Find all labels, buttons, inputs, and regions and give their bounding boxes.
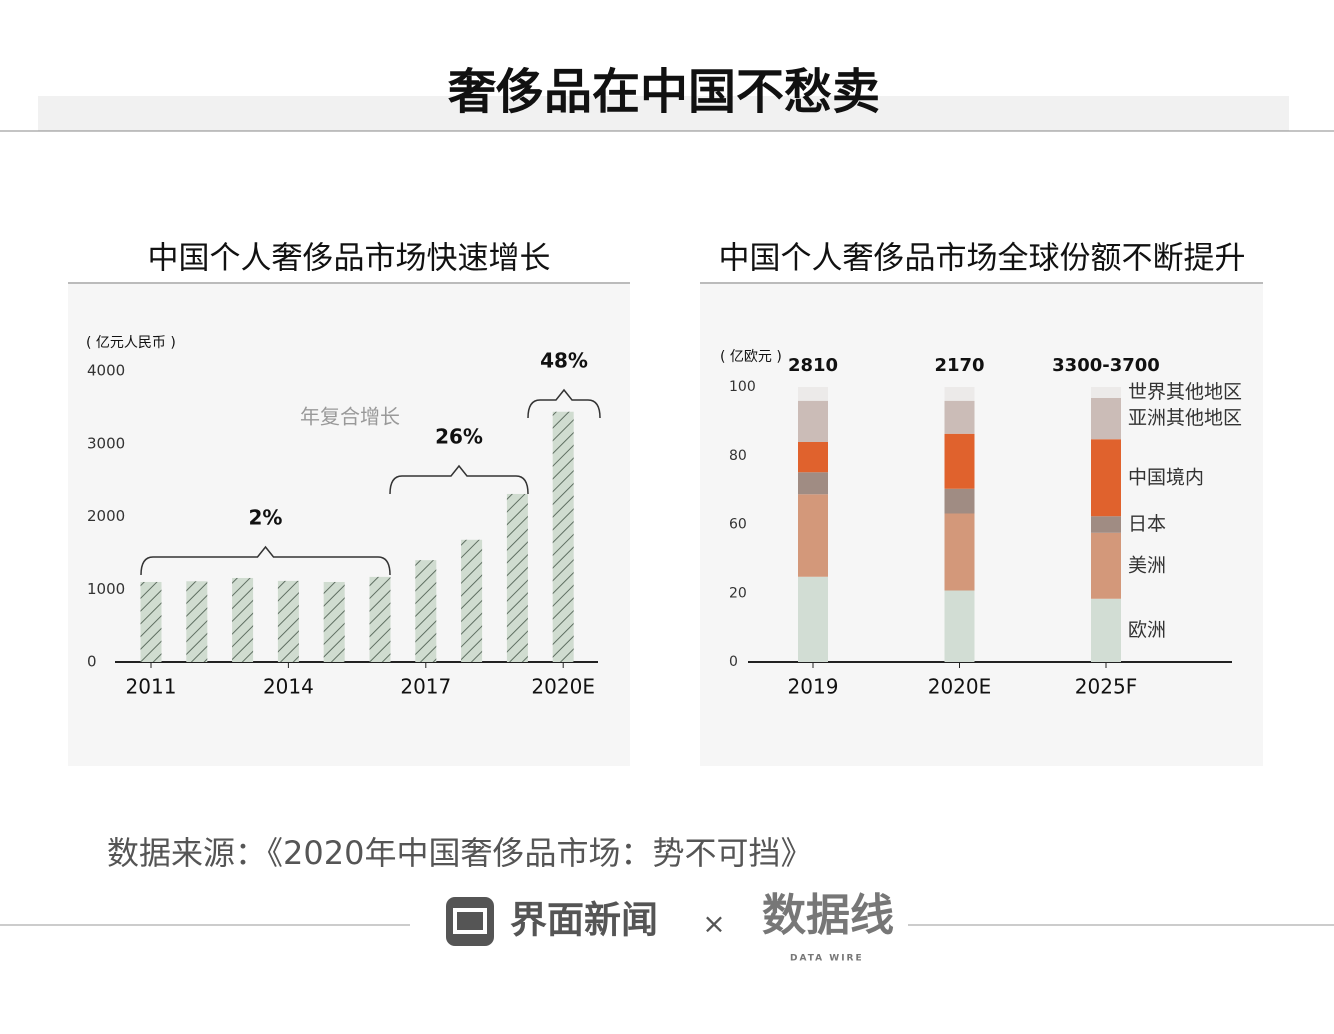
bar-segment [1091,398,1121,440]
bar-segment [944,513,975,591]
panel [700,283,1263,766]
bar [277,580,299,662]
bar-segment [798,387,828,401]
y-tick-label: 80 [729,448,747,464]
legend-label: 世界其他地区 [1128,381,1242,403]
x-tick-label: 2011 [126,675,177,699]
bar [506,493,528,662]
unit-label: ( 亿欧元 ) [720,349,782,365]
total-label: 2810 [788,355,838,376]
bar-segment [944,488,975,514]
partner-sub: DATA WIRE [790,954,864,964]
legend-label: 亚洲其他地区 [1128,407,1242,429]
bar [323,581,345,662]
y-tick-label: 60 [729,517,747,533]
source: 数据来源：《2020年中国奢侈品市场：势不可挡》 [107,834,812,872]
bar-segment [798,472,828,495]
bar-segment [798,576,828,662]
bar-segment [944,400,975,434]
legend-label: 美洲 [1128,554,1166,576]
unit-label: ( 亿元人民币 ) [86,335,176,351]
brace [527,388,601,419]
bar-segment [944,387,975,401]
chart-title: 中国个人奢侈品市场快速增长 [148,241,551,277]
legend-label: 中国境内 [1128,466,1204,488]
x-tick-label: 2019 [788,675,839,699]
bar [552,411,574,662]
bar [369,576,391,662]
bar [415,560,437,662]
partner: 数据线 [762,890,894,941]
cagr-label: 48% [540,349,588,373]
bar-segment [798,442,828,473]
bar [186,581,208,662]
bar-segment [1091,387,1121,398]
legend-label: 日本 [1128,513,1166,535]
total-label: 3300-3700 [1052,355,1160,376]
brand: 界面新闻 [510,899,658,942]
bar-segment [798,494,828,577]
y-tick-label: 3000 [87,434,125,452]
x-tick-label: 2025F [1075,675,1137,699]
brand-icon-inner [453,908,487,934]
x-tick-label: 2017 [400,675,451,699]
separator: × [702,907,725,940]
bar [140,581,162,662]
title-band [38,96,1289,131]
y-tick-label: 20 [729,585,747,601]
page-title: 奢侈品在中国不愁卖 [448,64,880,120]
bar-segment [1091,516,1121,533]
panel [68,283,630,766]
cagr-label: 2% [249,506,283,530]
brace [140,545,391,576]
bar-segment [1091,439,1121,517]
bar-segment [944,590,975,662]
y-tick-label: 1000 [87,580,125,598]
y-tick-label: 100 [729,379,756,395]
y-tick-label: 0 [729,654,738,670]
bar [461,539,483,662]
y-tick-label: 2000 [87,507,125,525]
bar-segment [1091,532,1121,599]
y-tick-label: 4000 [87,362,125,380]
x-tick-label: 2014 [263,675,314,699]
chart-title: 中国个人奢侈品市场全球份额不断提升 [719,241,1246,277]
legend-label: 欧洲 [1128,619,1166,641]
x-tick-label: 2020E [928,675,992,699]
x-tick-label: 2020E [531,675,595,699]
brace [389,464,529,495]
annotation: 年复合增长 [300,405,400,429]
bar-segment [1091,598,1121,662]
cagr-label: 26% [435,425,483,449]
bar-segment [944,433,975,489]
bar-segment [798,400,828,442]
y-tick-label: 0 [87,653,97,671]
bar [232,577,254,662]
total-label: 2170 [934,355,984,376]
